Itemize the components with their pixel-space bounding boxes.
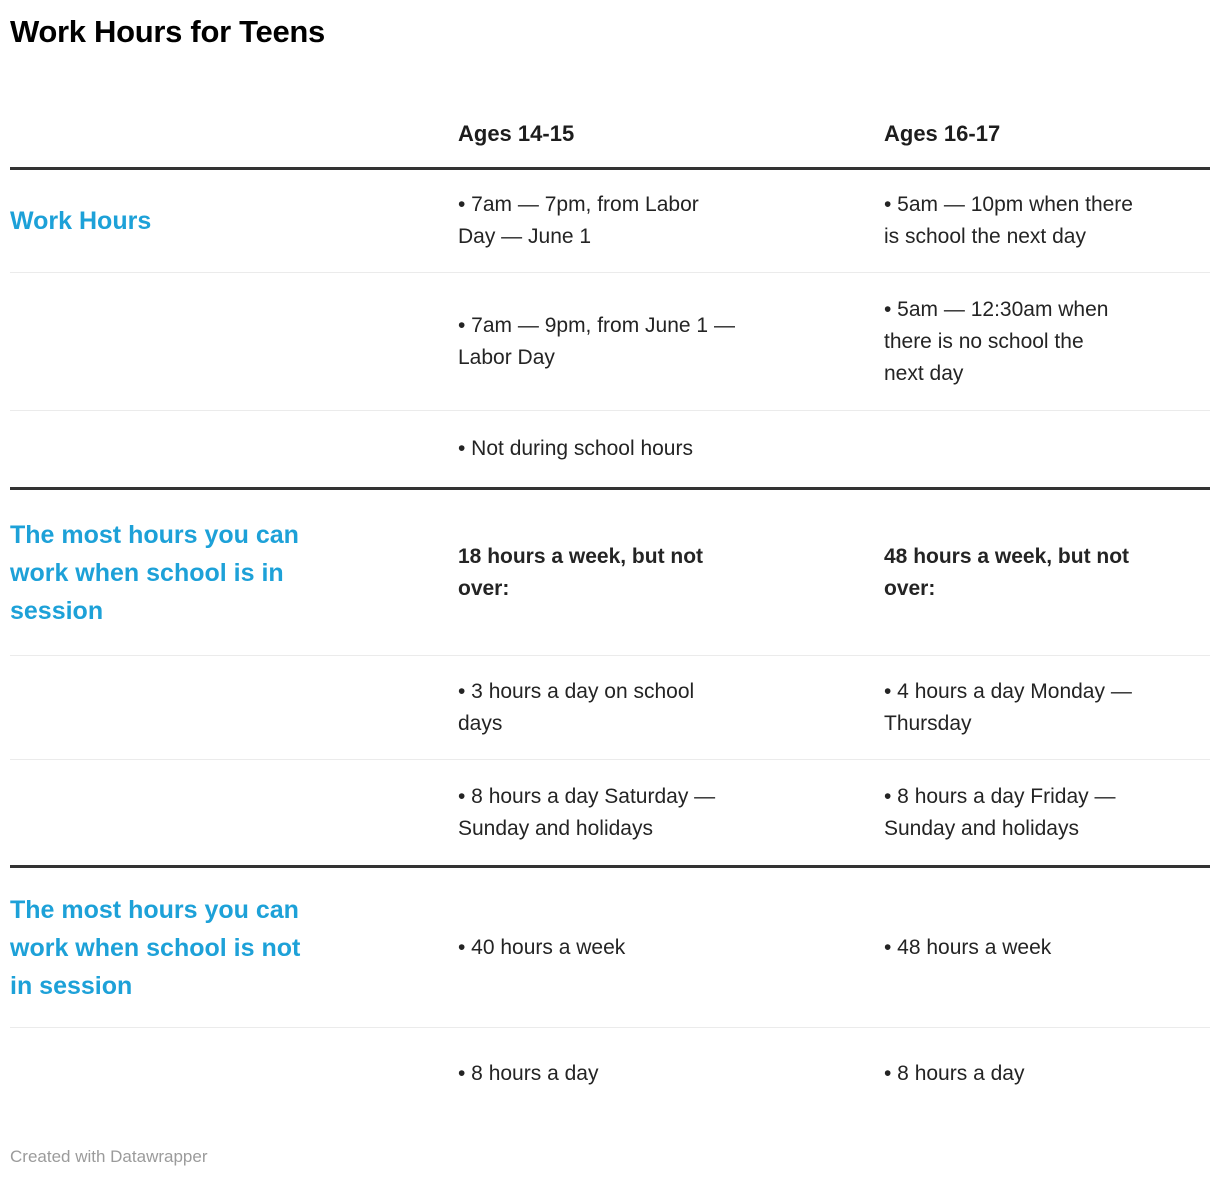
chart-title: Work Hours for Teens <box>10 14 325 49</box>
row-label-work-hours: Work Hours <box>10 207 152 235</box>
table-cell: • 5am — 10pm when there is school the ne… <box>884 193 1133 248</box>
table-cell: 18 hours a week, but not over: <box>458 544 704 600</box>
table-row: • 8 hours a day Saturday — Sunday and ho… <box>10 760 1210 868</box>
table-row: • 7am — 9pm, from June 1 — Labor Day • 5… <box>10 273 1210 411</box>
table-cell: • 4 hours a day Monday — Thursday <box>884 679 1132 735</box>
table-cell: • 7am — 9pm, from June 1 — Labor Day <box>458 313 735 369</box>
table-cell: • 48 hours a week <box>884 935 1052 959</box>
column-header-ages-14-15: Ages 14-15 <box>458 121 575 146</box>
table-cell: • 7am — 7pm, from Labor Day — June 1 <box>458 193 699 248</box>
table-row: • 8 hours a day • 8 hours a day <box>10 1028 1210 1120</box>
table-cell: 48 hours a week, but not over: <box>884 544 1130 600</box>
row-label-school-not-in-session: The most hours you can work when school … <box>10 895 301 1000</box>
table-cell: • Not during school hours <box>458 437 693 460</box>
table-cell: • 3 hours a day on school days <box>458 679 695 735</box>
table-row: • 3 hours a day on school days • 4 hours… <box>10 656 1210 760</box>
table-cell: • 8 hours a day Friday — Sunday and holi… <box>884 784 1116 840</box>
table-row: Work Hours • 7am — 7pm, from Labor Day —… <box>10 170 1210 273</box>
row-label-school-in-session: The most hours you can work when school … <box>10 520 299 625</box>
table-cell: • 8 hours a day Saturday — Sunday and ho… <box>458 784 716 840</box>
table-row: • Not during school hours <box>10 411 1210 490</box>
table-cell: • 8 hours a day <box>458 1062 599 1085</box>
table-cell: • 8 hours a day <box>884 1062 1025 1085</box>
table-cell: • 5am — 12:30am when there is no school … <box>884 297 1109 385</box>
table-cell: • 40 hours a week <box>458 935 626 959</box>
attribution-text: Created with Datawrapper <box>10 1147 208 1166</box>
table-row: The most hours you can work when school … <box>10 490 1210 656</box>
table-header-row: Ages 14-15 Ages 16-17 <box>10 52 1210 170</box>
table-row: The most hours you can work when school … <box>10 868 1210 1028</box>
column-header-ages-16-17: Ages 16-17 <box>884 121 1001 146</box>
